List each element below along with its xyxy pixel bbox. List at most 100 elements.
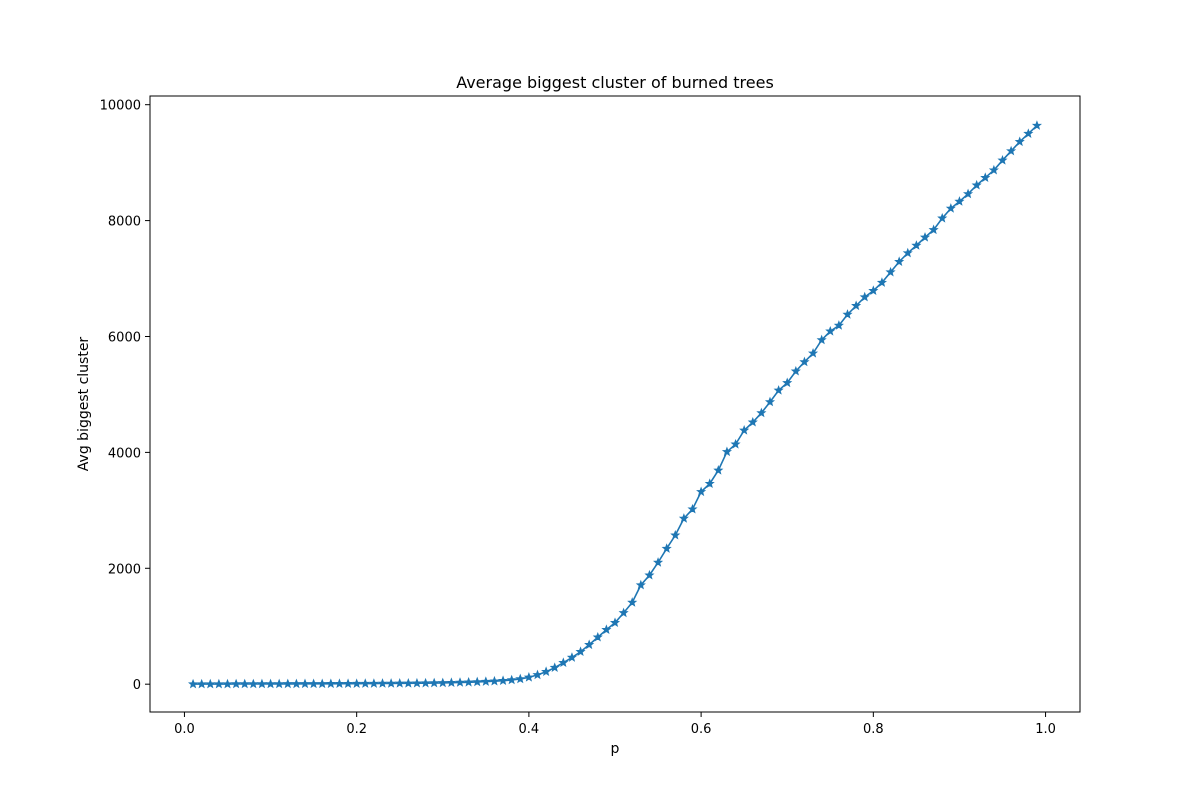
data-point [317, 678, 328, 689]
data-point [1031, 120, 1042, 130]
data-point [713, 465, 724, 475]
data-point [963, 188, 974, 199]
data-point [739, 425, 750, 435]
data-point [937, 212, 948, 223]
data-point [489, 675, 500, 686]
x-tick-label: 0.4 [519, 722, 540, 737]
y-tick-label: 10000 [100, 99, 141, 114]
data-point [360, 678, 371, 688]
data-point [997, 155, 1008, 165]
data-point [808, 347, 819, 358]
data-point [480, 676, 491, 686]
data-point [248, 678, 259, 689]
data-point [868, 285, 879, 296]
data-point [308, 678, 319, 689]
data-point [730, 438, 741, 449]
data-point [213, 678, 224, 689]
data-point [627, 597, 638, 607]
data-point [782, 377, 793, 388]
data-point [842, 309, 853, 319]
data-point [971, 179, 982, 190]
data-point [558, 657, 569, 668]
data-point [472, 676, 483, 687]
data-point [403, 678, 414, 688]
plot-frame [149, 95, 1081, 713]
data-point [980, 172, 991, 183]
data-point [747, 416, 758, 427]
data-point [704, 478, 715, 488]
data-point [429, 677, 440, 688]
data-point [635, 579, 646, 590]
y-tick-label: 2000 [108, 562, 141, 577]
data-point [386, 678, 397, 688]
x-axis: 0.0 0.2 0.4 0.6 0.8 1.0 [174, 712, 1056, 737]
data-point [790, 365, 801, 376]
data-point [661, 543, 672, 553]
data-point [437, 677, 448, 688]
data-point [919, 232, 931, 242]
plot-series [188, 120, 1042, 689]
data-point [851, 300, 862, 311]
data-point [894, 256, 905, 267]
data-point [696, 486, 707, 497]
data-point [825, 325, 836, 336]
data-point [928, 224, 939, 235]
data-point [368, 678, 379, 688]
data-point [411, 677, 422, 688]
data-point [1006, 145, 1017, 156]
data-point [945, 203, 956, 213]
x-tick-label: 0.2 [346, 722, 367, 737]
data-point [1023, 128, 1034, 138]
data-point [902, 247, 913, 258]
data-point [859, 291, 870, 302]
data-point [463, 676, 474, 687]
data-point [325, 678, 336, 689]
data-point [532, 669, 543, 680]
x-tick-label: 1.0 [1035, 722, 1056, 737]
data-point [988, 164, 999, 175]
data-point [523, 672, 534, 682]
data-point [1014, 136, 1025, 147]
data-point [764, 396, 776, 407]
chart-title: Average biggest cluster of burned trees [456, 73, 774, 92]
data-point [343, 678, 354, 689]
data-point [687, 503, 698, 514]
data-point [205, 678, 216, 689]
data-point [584, 639, 595, 650]
data-point [265, 678, 276, 689]
data-point [454, 677, 466, 687]
data-point [644, 569, 655, 580]
data-point [256, 678, 267, 689]
data-point [885, 266, 896, 277]
data-point [506, 674, 517, 685]
data-point [566, 652, 577, 662]
data-point [721, 446, 732, 457]
data-point [188, 678, 199, 689]
data-point [239, 678, 250, 689]
data-point [876, 277, 887, 287]
data-point [575, 646, 586, 657]
data-point [515, 673, 526, 684]
data-point [231, 678, 242, 689]
data-point [609, 617, 621, 628]
data-point [954, 196, 965, 206]
y-tick-label: 6000 [108, 330, 141, 345]
data-point [394, 678, 405, 688]
x-axis-label: p [611, 741, 620, 757]
data-point [678, 513, 689, 523]
y-axis-label: Avg biggest cluster [76, 337, 92, 472]
data-point [911, 240, 922, 250]
data-point [549, 662, 560, 672]
data-point [334, 678, 345, 689]
data-point [196, 678, 207, 689]
data-point [799, 356, 810, 367]
data-point [541, 666, 552, 677]
data-point [670, 529, 681, 540]
data-point [222, 678, 233, 689]
y-tick-label: 4000 [108, 446, 141, 461]
data-point [446, 677, 457, 688]
data-point [601, 624, 612, 635]
data-point [816, 334, 827, 345]
